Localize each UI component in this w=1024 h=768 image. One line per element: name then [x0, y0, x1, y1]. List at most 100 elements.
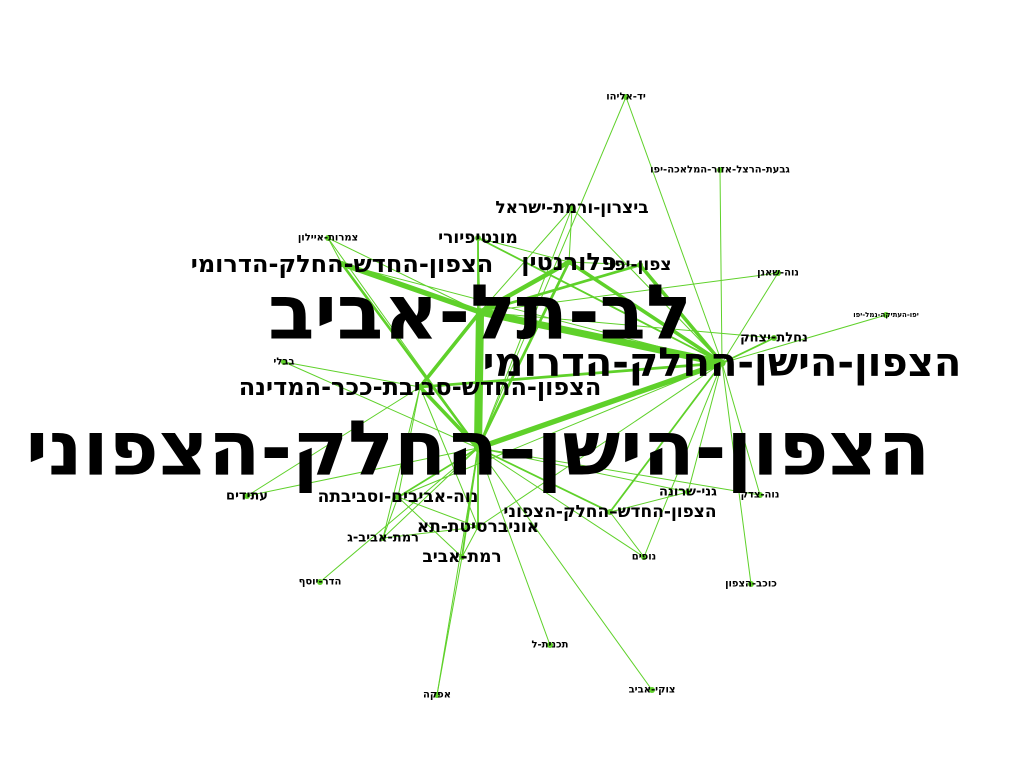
node-montefiore[interactable]: [475, 235, 481, 241]
node-label-gani_sarona: גני-שרונה: [659, 485, 717, 500]
edge-north_s-nahalat: [721, 337, 775, 364]
edge-new_n-nofim: [609, 511, 645, 558]
node-label-ramat_aviv: רמת-אביב: [422, 547, 501, 567]
edge-north_n-atidim: [246, 447, 479, 497]
edge-lev-north_s: [476, 308, 726, 367]
edge-north_s-neve_avivim: [397, 362, 723, 498]
node-label-afeka: אפקה: [423, 690, 451, 701]
node-label-neve_avivim: נוה-אביבים-וסביבתה: [318, 487, 479, 507]
edge-north_n-afeka: [436, 447, 479, 696]
node-new_n[interactable]: [607, 509, 613, 515]
edge-new_kikar-neve_avivim: [397, 386, 421, 498]
edge-north_n-florentin: [476, 260, 571, 450]
node-label-new_kikar: הצפון-החדש-סביבת-ככר-המדינה: [239, 373, 602, 401]
edge-neve_avivim-university: [397, 496, 479, 528]
edge-north_n-ramat_aviv_g: [382, 447, 479, 539]
node-label-university: אוניברסיטת-תא: [417, 517, 539, 537]
edge-north_s-givat_herzl: [719, 169, 723, 364]
node-afeka[interactable]: [434, 692, 440, 698]
node-old_jaffa[interactable]: [883, 312, 889, 318]
node-bavli[interactable]: [281, 359, 287, 365]
edge-north_n-neve_tzedek: [477, 447, 761, 496]
edge-neve_avivim-ramat_aviv_g: [382, 496, 399, 539]
node-neve_shaanan[interactable]: [775, 270, 781, 276]
node-bitzaron[interactable]: [569, 205, 575, 211]
node-university[interactable]: [475, 524, 481, 530]
node-label-bavli: בבלי: [273, 357, 294, 368]
node-nofim[interactable]: [641, 554, 647, 560]
node-tzukei_aviv[interactable]: [649, 687, 655, 693]
node-tzameret[interactable]: [325, 235, 331, 241]
node-label-neve_shaanan: נוה-שאנן: [757, 268, 799, 279]
node-north_s[interactable]: [719, 360, 725, 366]
edge-new_s-tzameret: [327, 237, 343, 265]
edge-north_s-old_jaffa: [721, 314, 887, 364]
node-gani_sarona[interactable]: [685, 489, 691, 495]
edge-new_kikar-university: [419, 386, 479, 528]
edge-north_n-tzukei_aviv: [477, 447, 653, 691]
node-label-kochav_hatzafon: כוכב-הצפון: [725, 579, 777, 590]
node-neve_tzedek[interactable]: [757, 492, 763, 498]
edge-north_n-north_s: [475, 360, 725, 451]
edge-new_kikar-ramat_aviv_g: [382, 386, 421, 539]
node-lev[interactable]: [477, 309, 483, 315]
node-label-north_s: הצפון-הישן-החלק-הדרומי: [483, 340, 962, 386]
node-tochnit_l[interactable]: [547, 642, 553, 648]
edge-north_n-neve_avivim: [397, 447, 479, 498]
node-tzafon_yafo[interactable]: [637, 262, 643, 268]
node-label-nahalat: נחלת-יצחק: [740, 331, 808, 346]
edge-north_s-yad_eliyahu: [625, 96, 723, 364]
node-label-montefiore: מונטיפיורי: [438, 228, 518, 248]
edge-north_s-new_kikar: [418, 361, 724, 389]
edge-new_kikar-bavli: [283, 361, 421, 388]
node-label-old_jaffa: יפו-העתיקה-נמל-יפו: [853, 311, 919, 319]
edges-layer: [246, 96, 887, 696]
node-florentin[interactable]: [566, 259, 572, 265]
edge-north_n-yad_eliyahu: [477, 96, 627, 449]
edge-north_n-new_kikar: [418, 385, 480, 450]
edge-bitzaron-florentin: [568, 207, 573, 263]
edge-north_n-new_s: [340, 262, 480, 450]
edge-north_s-neve_shaanan: [721, 272, 779, 364]
node-label-tochnit_l: תכנית-ל: [531, 640, 568, 651]
node-givat_herzl[interactable]: [717, 167, 723, 173]
edge-north_n-new_n: [477, 447, 611, 513]
node-label-lev: לב-תל-אביב: [268, 268, 692, 357]
edge-north_s-montefiore: [477, 237, 723, 364]
edge-lev-new_kikar: [418, 310, 482, 389]
edge-lev-nahalat: [479, 311, 775, 339]
node-nahalat[interactable]: [771, 335, 777, 341]
edge-lev-tzameret: [327, 237, 481, 313]
node-atidim[interactable]: [244, 493, 250, 499]
node-neve_avivim[interactable]: [395, 494, 401, 500]
edge-north_n-hadar_yosef: [319, 447, 479, 583]
node-label-new_s: הצפון-החדש-החלק-הדרומי: [191, 250, 493, 278]
edge-north_s-new_s: [341, 263, 723, 364]
edge-north_s-tzafon_yafo: [638, 263, 724, 365]
node-label-tzameret: צמרות-איילון: [298, 233, 358, 244]
node-new_kikar[interactable]: [417, 384, 423, 390]
edge-lev-neve_shaanan: [479, 272, 779, 313]
nodes-layer: [244, 94, 889, 698]
node-north_n[interactable]: [475, 445, 481, 451]
edge-ramat_aviv-afeka: [436, 556, 463, 696]
edge-university-ramat_aviv_g: [382, 526, 479, 539]
node-hadar_yosef[interactable]: [317, 579, 323, 585]
edge-north_n-gani_sarona: [477, 447, 689, 493]
node-ramat_aviv[interactable]: [459, 554, 465, 560]
labels-layer: לב-תל-אביב הצפון-הישן–החלק-הצפוני הצפון-הי…: [26, 92, 962, 701]
node-new_s[interactable]: [339, 261, 345, 267]
node-yad_eliyahu[interactable]: [623, 94, 629, 100]
edge-north_s-neve_tzedek: [721, 362, 761, 496]
node-label-new_n: הצפון-החדש–החלק-הצפוני: [503, 502, 716, 522]
node-kochav_hatzafon[interactable]: [748, 581, 754, 587]
edge-north_s-bitzaron: [571, 207, 723, 364]
edge-university-ramat_aviv: [461, 526, 479, 558]
edge-new_n-gani_sarona: [609, 491, 689, 513]
edge-lev-montefiore: [477, 237, 481, 313]
edge-north_s-university: [477, 362, 723, 528]
edge-north_n-nofim: [477, 447, 645, 558]
node-ramat_aviv_g[interactable]: [380, 535, 386, 541]
node-label-hadar_yosef: הדר-יוסף: [299, 577, 342, 588]
